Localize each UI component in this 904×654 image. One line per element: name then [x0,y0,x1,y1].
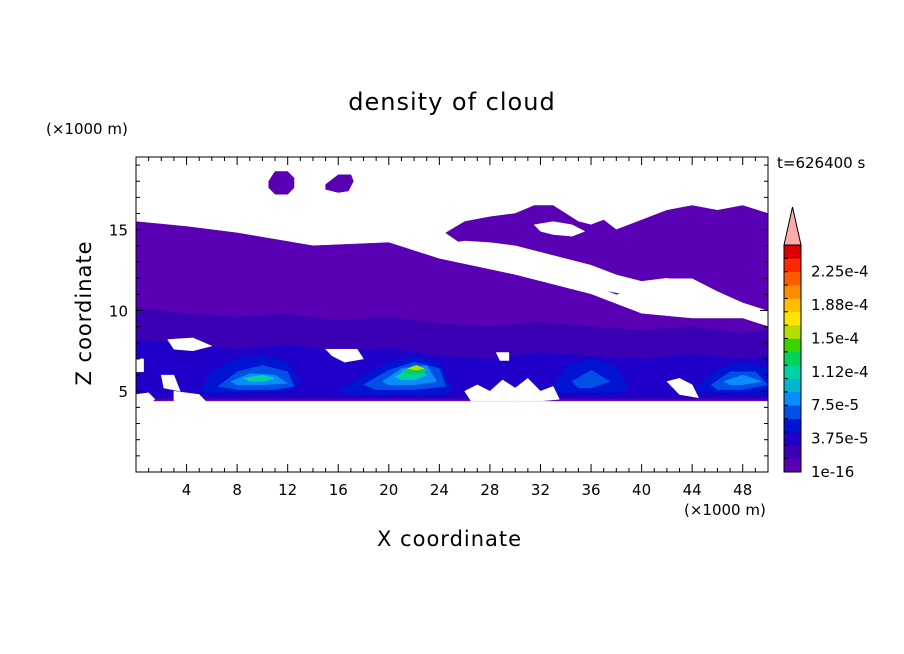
colorbar-swatch [784,245,801,259]
x-axis-label: X coordinate [377,527,523,551]
y-tick-label: 10 [109,302,128,320]
contour-level-0-region-3 [325,174,354,193]
colorbar-swatch [784,338,801,353]
contour-level-6-region-0 [242,374,276,382]
colorbar-swatch [784,271,801,286]
clear-region-3 [325,348,364,363]
colorbar-swatch [784,391,801,406]
colorbar-swatch [784,298,801,313]
x-tick-label: 16 [329,481,348,499]
colorbar-swatch [784,351,801,366]
chart-title: density of cloud [348,88,556,116]
contour-level-4-region-2 [571,369,611,389]
colorbar-overflow-triangle [783,206,802,246]
clear-region-2 [167,337,213,352]
clear-region-5 [136,358,144,373]
colorbar-label: 2.25e-4 [811,263,869,281]
colorbar-swatch [784,405,801,419]
x-tick-label: 12 [278,481,297,499]
clear-region-0 [444,240,725,308]
colorbar-swatch [784,285,801,299]
colorbar-frame [783,244,802,473]
x-tick-label: 32 [531,481,550,499]
colorbar-swatch [784,311,801,326]
x-tick-label: 8 [232,481,242,499]
colorbar-label: 1.12e-4 [811,363,869,381]
x-tick-label: 40 [632,481,651,499]
contour-level-5-region-2 [723,374,762,386]
colorbar-label: 7.5e-5 [811,396,859,414]
y-tick-label: 15 [109,222,128,240]
colorbar-label: 1.5e-4 [811,329,859,347]
colorbar-label: 1.88e-4 [811,296,869,314]
time-label: t=626400 s [777,154,866,172]
x-tick-label: 36 [581,481,600,499]
colorbar-swatch [784,431,801,446]
colorbar-swatch [784,378,801,393]
clear-air-regions [136,221,725,405]
x-tick-label: 44 [683,481,702,499]
x-tick-label: 20 [379,481,398,499]
x-tick-label: 4 [182,481,192,499]
colorbar-label: 1e-16 [811,463,854,481]
colorbar-swatch [784,325,801,339]
x-axis-multiplier: (×1000 m) [684,501,766,519]
y-tick-label: 5 [118,383,128,401]
x-tick-label: 48 [733,481,752,499]
colorbar-swatch [784,258,801,272]
x-tick-label: 24 [430,481,449,499]
contour-level-8-region-0 [406,365,426,371]
clear-region-4 [495,352,510,361]
clear-region-8 [666,378,699,399]
clear-region-6 [160,374,181,392]
contour-level-0-region-2 [268,171,295,195]
contour-field [136,171,768,402]
colorbar-label: 3.75e-5 [811,430,869,448]
colorbar-swatch [784,458,801,473]
clear-region-1 [533,221,586,237]
y-axis-multiplier: (×1000 m) [46,120,128,138]
colorbar-swatch [784,418,801,433]
clear-region-9 [136,392,156,405]
clear-region-7 [464,377,560,402]
clear-region-10 [173,390,207,405]
colorbar-swatch [784,365,801,379]
colorbar: 1e-16 3.75e-5 7.5e-5 1.12e-4 1.5e-4 1.88e-4 2.… [783,206,869,481]
colorbar-swatch [784,445,801,459]
x-tick-label: 28 [480,481,499,499]
